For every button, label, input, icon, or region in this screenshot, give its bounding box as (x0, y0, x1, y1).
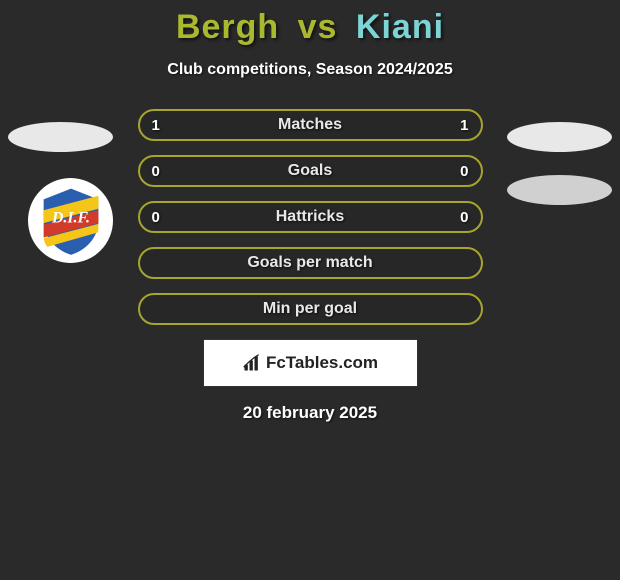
right-avatar-placeholder (507, 122, 612, 152)
stat-row: 0 Hattricks 0 (138, 201, 483, 233)
date-label: 20 february 2025 (0, 403, 620, 423)
stat-label: Matches (278, 116, 342, 134)
left-avatar-placeholder (8, 122, 113, 152)
stat-row: 0 Goals 0 (138, 155, 483, 187)
stat-right: 0 (448, 209, 468, 226)
source-logo: FcTables.com (203, 339, 418, 387)
subtitle: Club competitions, Season 2024/2025 (0, 61, 620, 79)
source-logo-text: FcTables.com (242, 353, 378, 373)
right-club-placeholder (507, 175, 612, 205)
badge-text: D.I.F. (51, 209, 90, 226)
stat-label: Min per goal (263, 300, 357, 318)
stat-label: Goals per match (247, 254, 372, 272)
stat-left: 0 (152, 163, 172, 180)
bar-chart-icon (242, 353, 262, 373)
club-badge: D.I.F. (28, 178, 113, 263)
page-title: Bergh vs Kiani (0, 8, 620, 47)
stats-rows: 1 Matches 1 0 Goals 0 0 Hattricks 0 Goal… (138, 109, 483, 325)
stat-row: Goals per match (138, 247, 483, 279)
stat-row: 1 Matches 1 (138, 109, 483, 141)
source-logo-label: FcTables.com (266, 353, 378, 373)
stat-row: Min per goal (138, 293, 483, 325)
stat-right: 0 (449, 163, 469, 180)
stat-left: 0 (152, 209, 172, 226)
club-shield-icon: D.I.F. (35, 185, 107, 257)
stat-label: Hattricks (276, 208, 344, 226)
title-vs: vs (298, 8, 338, 46)
stat-right: 1 (449, 117, 469, 134)
stat-label: Goals (288, 162, 332, 180)
title-player1: Bergh (176, 8, 279, 46)
stat-left: 1 (152, 117, 172, 134)
title-player2: Kiani (356, 8, 444, 46)
